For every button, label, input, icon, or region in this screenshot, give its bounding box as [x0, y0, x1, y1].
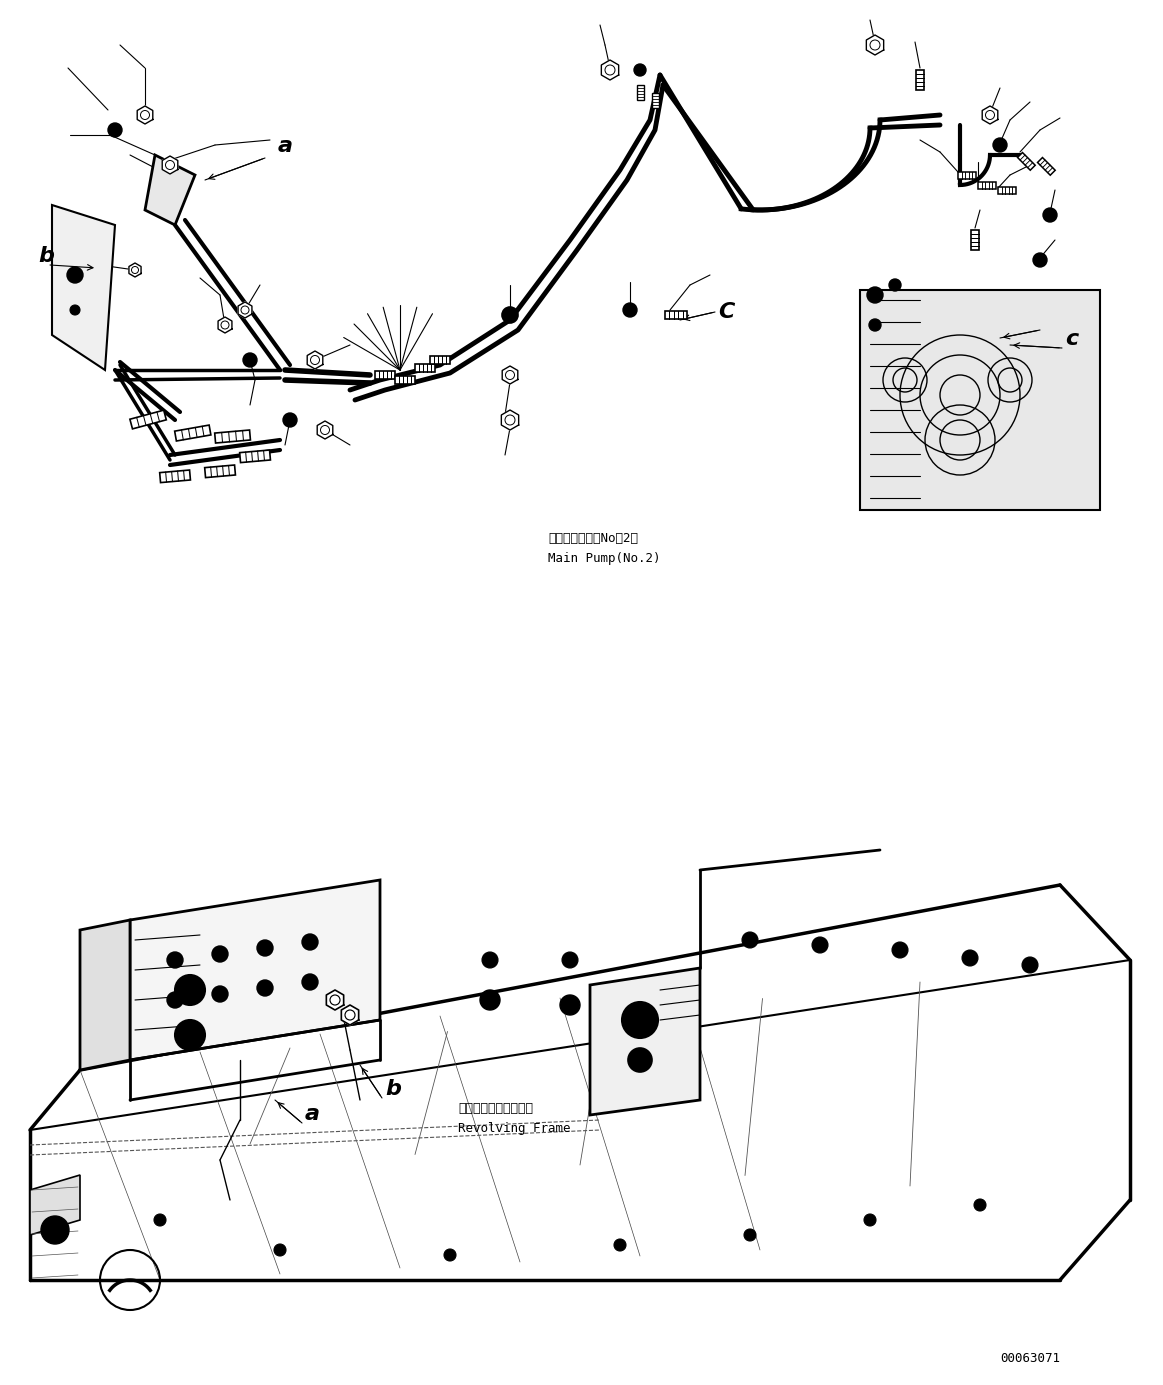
Polygon shape — [590, 968, 700, 1115]
Polygon shape — [958, 172, 976, 179]
Circle shape — [623, 303, 637, 317]
Circle shape — [1043, 208, 1057, 222]
Text: a: a — [278, 136, 293, 157]
Circle shape — [480, 990, 500, 1010]
Circle shape — [628, 1048, 652, 1072]
Polygon shape — [219, 317, 231, 332]
Polygon shape — [215, 429, 250, 443]
Text: メインポンプ（No．2）: メインポンプ（No．2） — [548, 532, 638, 546]
Polygon shape — [395, 375, 415, 384]
Circle shape — [302, 933, 317, 950]
Circle shape — [444, 1249, 456, 1260]
Text: a: a — [305, 1104, 320, 1125]
Polygon shape — [80, 920, 130, 1071]
Polygon shape — [129, 263, 141, 277]
Polygon shape — [983, 107, 998, 125]
Circle shape — [108, 123, 122, 137]
Circle shape — [47, 1222, 63, 1238]
Circle shape — [302, 974, 317, 990]
Circle shape — [962, 950, 978, 965]
Polygon shape — [665, 312, 687, 319]
Circle shape — [742, 932, 758, 947]
Polygon shape — [998, 187, 1016, 194]
Circle shape — [212, 986, 228, 1001]
Text: Revolving Frame: Revolving Frame — [458, 1122, 571, 1134]
Polygon shape — [636, 84, 643, 100]
Polygon shape — [145, 155, 195, 224]
Polygon shape — [159, 470, 191, 482]
Polygon shape — [317, 421, 333, 439]
Text: c: c — [1065, 330, 1078, 349]
Circle shape — [481, 951, 498, 968]
Polygon shape — [205, 465, 235, 478]
Circle shape — [973, 1199, 986, 1210]
Polygon shape — [971, 230, 979, 251]
Polygon shape — [501, 410, 519, 429]
Polygon shape — [1018, 152, 1035, 170]
Polygon shape — [415, 364, 435, 373]
Circle shape — [562, 951, 578, 968]
Polygon shape — [859, 289, 1100, 510]
Circle shape — [622, 1001, 658, 1037]
Circle shape — [634, 64, 645, 76]
Circle shape — [561, 994, 580, 1015]
Circle shape — [869, 319, 882, 331]
Circle shape — [212, 946, 228, 963]
Polygon shape — [502, 366, 518, 384]
Circle shape — [154, 1215, 166, 1226]
Circle shape — [1022, 957, 1039, 974]
Circle shape — [167, 951, 183, 968]
Circle shape — [812, 938, 828, 953]
Polygon shape — [916, 71, 923, 90]
Text: C: C — [718, 302, 734, 321]
Circle shape — [614, 1240, 626, 1251]
Circle shape — [744, 1228, 756, 1241]
Circle shape — [892, 942, 908, 958]
Circle shape — [866, 287, 883, 303]
Circle shape — [889, 278, 901, 291]
Circle shape — [274, 1244, 286, 1256]
Polygon shape — [601, 60, 619, 80]
Polygon shape — [30, 1174, 80, 1235]
Circle shape — [41, 1216, 69, 1244]
Polygon shape — [327, 990, 343, 1010]
Polygon shape — [307, 350, 323, 368]
Polygon shape — [162, 157, 178, 175]
Text: Main Pump(No.2): Main Pump(No.2) — [548, 553, 661, 565]
Polygon shape — [866, 35, 884, 55]
Text: レボルビングフレーム: レボルビングフレーム — [458, 1102, 533, 1115]
Circle shape — [174, 1019, 205, 1050]
Polygon shape — [137, 107, 152, 125]
Polygon shape — [341, 1006, 358, 1025]
Circle shape — [174, 975, 205, 1006]
Text: b: b — [385, 1079, 401, 1100]
Polygon shape — [240, 450, 271, 463]
Polygon shape — [1037, 158, 1055, 176]
Circle shape — [993, 138, 1007, 152]
Polygon shape — [430, 356, 450, 364]
Circle shape — [864, 1215, 876, 1226]
Polygon shape — [52, 205, 115, 370]
Circle shape — [283, 413, 297, 427]
Polygon shape — [978, 181, 996, 188]
Polygon shape — [238, 302, 252, 319]
Circle shape — [243, 353, 257, 367]
Polygon shape — [130, 410, 166, 429]
Circle shape — [167, 992, 183, 1008]
Circle shape — [67, 267, 83, 283]
Circle shape — [1033, 253, 1047, 267]
Circle shape — [257, 981, 273, 996]
Circle shape — [257, 940, 273, 956]
Polygon shape — [174, 425, 211, 440]
Circle shape — [502, 307, 518, 323]
Polygon shape — [130, 879, 380, 1060]
Text: 00063071: 00063071 — [1000, 1352, 1059, 1366]
Polygon shape — [374, 371, 395, 379]
Polygon shape — [651, 93, 658, 108]
Text: b: b — [38, 247, 53, 266]
Circle shape — [70, 305, 80, 314]
